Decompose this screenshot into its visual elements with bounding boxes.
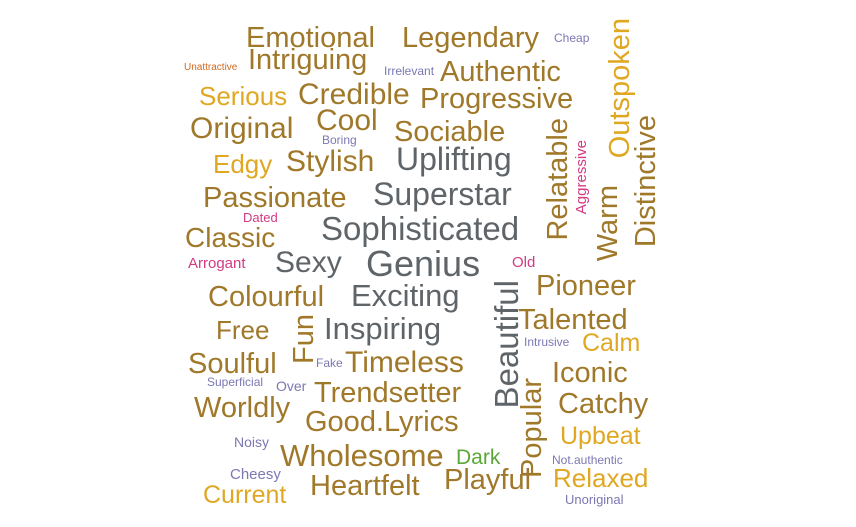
word-free: Free: [216, 315, 270, 345]
word-sociable: Sociable: [394, 116, 506, 148]
word-legendary: Legendary: [402, 22, 540, 54]
word-exciting: Exciting: [351, 278, 460, 313]
word-distinctive: Distinctive: [630, 115, 662, 248]
word-classic: Classic: [185, 222, 276, 253]
word-colourful: Colourful: [208, 281, 325, 313]
word-aggressive: Aggressive: [573, 140, 590, 215]
word-playful: Playful: [444, 464, 532, 496]
word-uplifting: Uplifting: [396, 141, 512, 177]
word-inspiring: Inspiring: [324, 311, 442, 346]
word-heartfelt: Heartfelt: [310, 470, 420, 502]
word-superstar: Superstar: [373, 176, 512, 212]
word-arrogant: Arrogant: [188, 255, 246, 272]
word-dark: Dark: [456, 446, 501, 469]
word-catchy: Catchy: [558, 388, 649, 420]
word-sophisticated: Sophisticated: [321, 210, 520, 247]
word-original: Original: [190, 112, 294, 145]
word-wholesome: Wholesome: [280, 438, 444, 473]
word-edgy: Edgy: [213, 149, 273, 179]
word-cheap: Cheap: [554, 31, 590, 45]
word-serious: Serious: [199, 81, 288, 111]
word-credible: Credible: [298, 78, 410, 111]
word-timeless: Timeless: [345, 346, 464, 379]
word-over: Over: [276, 378, 307, 394]
word-boring: Boring: [322, 133, 357, 147]
word-noisy: Noisy: [234, 434, 270, 450]
word-genius: Genius: [366, 243, 481, 284]
word-authentic: Authentic: [440, 56, 561, 88]
word-relaxed: Relaxed: [553, 463, 649, 493]
word-intrusive: Intrusive: [524, 335, 570, 349]
word-unoriginal: Unoriginal: [565, 492, 624, 507]
word-unattractive: Unattractive: [184, 62, 238, 73]
word-talented: Talented: [518, 304, 628, 336]
word-pioneer: Pioneer: [536, 270, 636, 302]
word-upbeat: Upbeat: [560, 422, 641, 450]
word-fake: Fake: [316, 356, 343, 370]
word-not-authentic: Not.authentic: [552, 453, 623, 467]
word-cool: Cool: [316, 104, 378, 137]
word-warm: Warm: [592, 185, 624, 262]
word-dated: Dated: [243, 210, 278, 225]
word-fun: Fun: [288, 314, 320, 364]
word-stylish: Stylish: [286, 145, 375, 178]
word-emotional: Emotional: [246, 22, 375, 54]
word-worldly: Worldly: [194, 392, 291, 424]
word-popular: Popular: [516, 378, 548, 478]
word-relatable: Relatable: [542, 118, 574, 241]
word-old: Old: [512, 254, 536, 271]
word-current: Current: [203, 481, 287, 509]
word-iconic: Iconic: [552, 357, 628, 389]
word-irrelevant: Irrelevant: [384, 64, 435, 78]
word-sexy: Sexy: [275, 246, 342, 279]
word-progressive: Progressive: [420, 83, 574, 115]
word-trendsetter: Trendsetter: [314, 377, 462, 409]
word-good-lyrics: Good.Lyrics: [305, 406, 459, 438]
word-passionate: Passionate: [203, 182, 347, 214]
word-intriguing: Intriguing: [248, 44, 368, 76]
word-superficial: Superficial: [207, 375, 264, 389]
word-soulful: Soulful: [188, 348, 277, 380]
word-calm: Calm: [582, 329, 641, 357]
word-cheesy: Cheesy: [230, 466, 281, 483]
